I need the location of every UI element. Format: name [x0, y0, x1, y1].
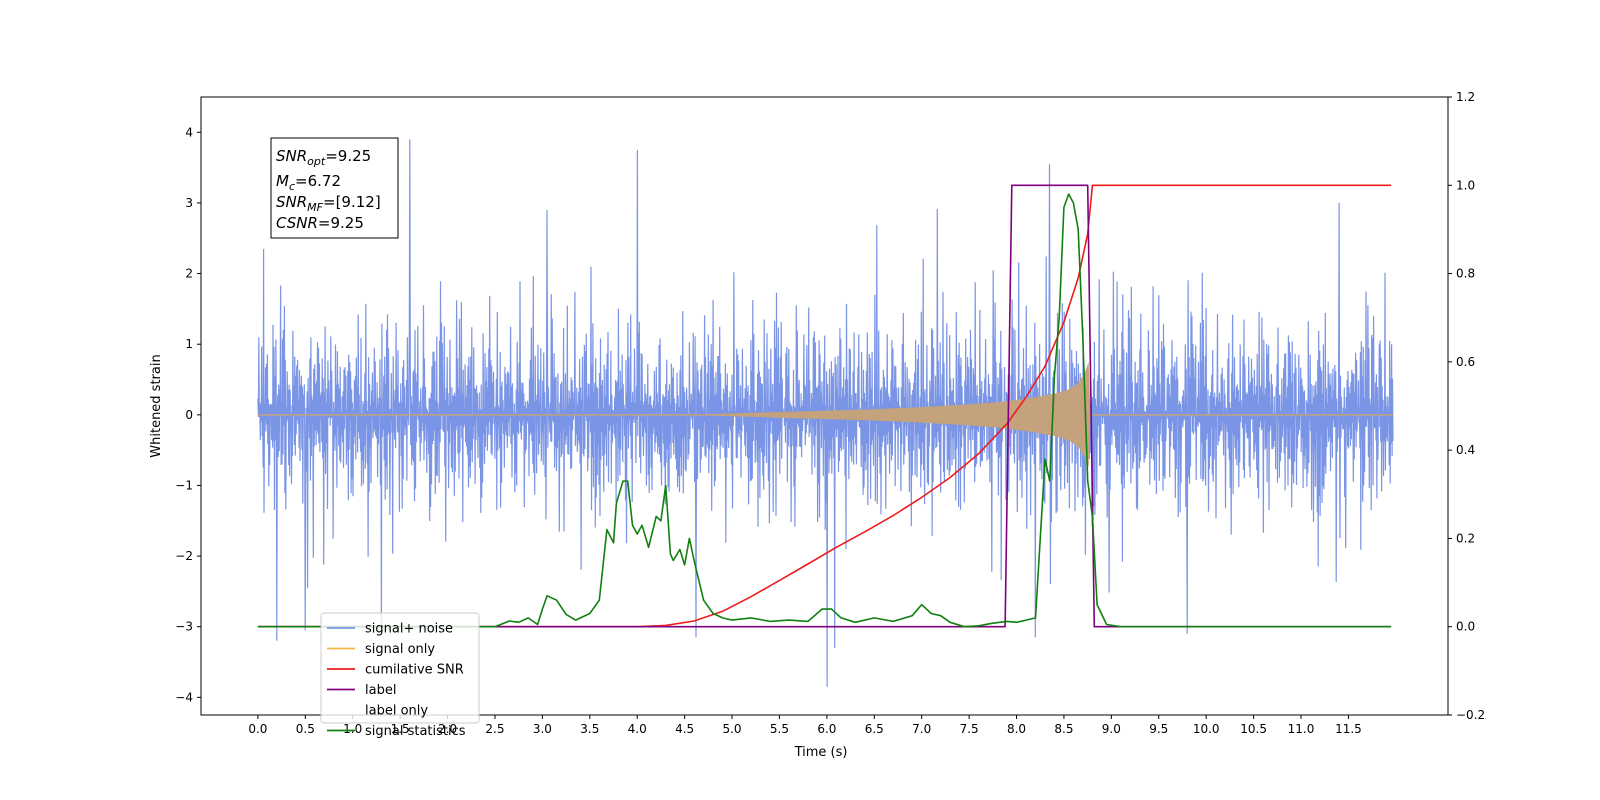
- y-tick-label: 4: [185, 125, 193, 139]
- x-tick-label: 9.5: [1149, 722, 1168, 736]
- x-tick-label: 11.0: [1288, 722, 1315, 736]
- x-tick-label: 3.0: [533, 722, 552, 736]
- x-tick-label: 4.5: [675, 722, 694, 736]
- y-tick-label: −3: [175, 620, 193, 634]
- series-cumulative-snr: [257, 184, 1392, 628]
- legend: signal+ noise signal only cumilative SNR la…: [320, 612, 480, 739]
- x-tick-label: 8.0: [1007, 722, 1026, 736]
- x-tick-label: 6.5: [865, 722, 884, 736]
- x-axis-label: Time (s): [794, 745, 848, 760]
- x-axis: 0.0 0.5 1.0 1.5 2.0 2.5 3.0 3.5 4.0 4.5 5.0 5.5 6.0 6…: [248, 715, 1362, 736]
- x-tick-label: 6.0: [817, 722, 836, 736]
- series-signal-statistics: [257, 193, 1392, 628]
- x-tick-label: 2.5: [485, 722, 504, 736]
- legend-label: signal statistics: [365, 724, 466, 739]
- x-tick-label: 0.5: [296, 722, 315, 736]
- y2-tick-label: 1.0: [1456, 178, 1475, 192]
- annotation-snr-opt: SNRopt=9.25: [276, 147, 371, 168]
- y-tick-label: −4: [175, 690, 193, 704]
- y-tick-label: 0: [185, 408, 193, 422]
- legend-label: signal only: [365, 642, 435, 657]
- x-tick-label: 5.5: [770, 722, 789, 736]
- y2-tick-label: −0.2: [1456, 708, 1485, 722]
- legend-label: signal+ noise: [365, 622, 453, 637]
- x-tick-label: 0.0: [248, 722, 267, 736]
- y-axis: −4 −3 −2 −1 0 1 2 3 4: [175, 125, 201, 704]
- x-tick-label: 4.0: [628, 722, 647, 736]
- x-tick-label: 7.5: [960, 722, 979, 736]
- legend-label: label: [365, 683, 396, 698]
- y2-tick-label: 0.2: [1456, 531, 1475, 545]
- y2-tick-label: 0.6: [1456, 355, 1475, 369]
- annotation-box: SNRopt=9.25 Mc=6.72 SNRMF=[9.12] CSNR=9.…: [270, 137, 399, 239]
- y-tick-label: 2: [185, 267, 193, 281]
- y-tick-label: −1: [175, 478, 193, 492]
- x-tick-label: 9.0: [1102, 722, 1121, 736]
- y2-tick-label: 1.2: [1456, 90, 1475, 104]
- x-tick-label: 2.0: [438, 722, 457, 736]
- y-tick-label: 3: [185, 196, 193, 210]
- x-tick-label: 3.5: [580, 722, 599, 736]
- x-tick-label: 1.0: [343, 722, 362, 736]
- y-tick-label: −2: [175, 549, 193, 563]
- y2-tick-label: 0.4: [1456, 443, 1475, 457]
- y2-axis: −0.2 0.0 0.2 0.4 0.6 0.8 1.0 1.2: [1448, 90, 1485, 722]
- plot-frame: [200, 96, 1449, 716]
- y-tick-label: 1: [185, 337, 193, 351]
- y2-tick-label: 0.0: [1456, 620, 1475, 634]
- y-axis-label: Whitened strain: [149, 354, 164, 457]
- x-tick-label: 10.0: [1193, 722, 1220, 736]
- x-tick-label: 5.0: [722, 722, 741, 736]
- annotation-mc: Mc=6.72: [276, 172, 341, 193]
- annotation-csnr: CSNR=9.25: [276, 214, 364, 232]
- series-layer: [257, 139, 1394, 687]
- x-tick-label: 8.5: [1054, 722, 1073, 736]
- series-signal-noise: [257, 139, 1394, 687]
- x-tick-label: 11.5: [1335, 722, 1362, 736]
- x-tick-label: 7.0: [912, 722, 931, 736]
- legend-label: label only: [365, 704, 428, 719]
- y2-tick-label: 0.8: [1456, 267, 1475, 281]
- legend-label: cumilative SNR: [365, 663, 464, 678]
- x-tick-label: 1.5: [391, 722, 410, 736]
- annotation-snr-mf: SNRMF=[9.12]: [276, 193, 381, 214]
- x-tick-label: 10.5: [1240, 722, 1267, 736]
